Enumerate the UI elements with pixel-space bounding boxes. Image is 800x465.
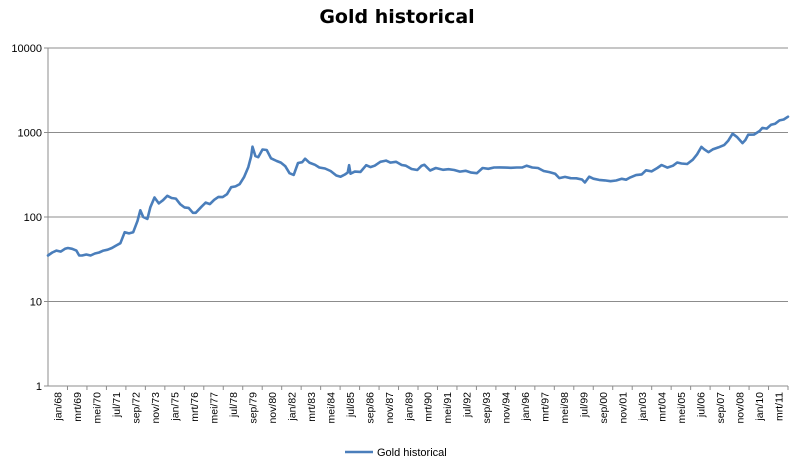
x-tick-label-jul-71: jul/71 bbox=[111, 392, 123, 418]
x-tick-label-mei-70: mei/70 bbox=[92, 392, 104, 424]
x-tick-label-jul-92: jul/92 bbox=[462, 392, 474, 418]
x-tick-label-sep-93: sep/93 bbox=[481, 392, 493, 424]
x-tick-label-jul-85: jul/85 bbox=[345, 392, 357, 418]
y-tick-label-1: 1 bbox=[36, 381, 42, 393]
series-line-gold-historical bbox=[46, 115, 790, 257]
x-tick-label-nov-87: nov/87 bbox=[384, 392, 396, 424]
x-tick-label-mrt-90: mrt/90 bbox=[423, 392, 435, 422]
x-tick-label-jan-10: jan/10 bbox=[754, 392, 766, 422]
x-tick-label-sep-00: sep/00 bbox=[598, 392, 610, 424]
legend: Gold historical bbox=[345, 447, 447, 459]
x-tick-label-jan-82: jan/82 bbox=[286, 392, 298, 422]
x-tick-label-mei-84: mei/84 bbox=[325, 392, 337, 424]
x-tick-label-nov-01: nov/01 bbox=[617, 392, 629, 424]
x-tick-label-nov-94: nov/94 bbox=[501, 392, 513, 424]
x-tick-label-jul-78: jul/78 bbox=[228, 392, 240, 418]
axes bbox=[47, 48, 789, 390]
legend-label: Gold historical bbox=[377, 447, 447, 459]
x-tick-label-mei-91: mei/91 bbox=[442, 392, 454, 424]
x-tick-label-jan-89: jan/89 bbox=[403, 392, 415, 422]
x-axis-tick-labels: jan/68 mrt/69 mei/70 jul/71 sep/72 nov/73 jan/… bbox=[53, 392, 786, 424]
x-tick-label-jul-99: jul/99 bbox=[579, 392, 591, 418]
x-tick-label-mrt-11: mrt/11 bbox=[773, 392, 785, 421]
x-tick-label-nov-80: nov/80 bbox=[267, 392, 279, 424]
x-tick-label-sep-79: sep/79 bbox=[247, 392, 259, 424]
x-tick-label-nov-08: nov/08 bbox=[734, 392, 746, 424]
y-tick-label-10: 10 bbox=[30, 297, 42, 309]
x-tick-label-mrt-69: mrt/69 bbox=[72, 392, 84, 422]
y-axis-tick-labels: 1 10 100 1000 10000 bbox=[11, 43, 42, 393]
y-tick-label-100: 100 bbox=[24, 212, 42, 224]
chart-title: Gold historical bbox=[319, 6, 474, 28]
x-tick-label-mrt-76: mrt/76 bbox=[189, 392, 201, 422]
x-tick-label-mei-77: mei/77 bbox=[209, 392, 221, 424]
x-tick-label-nov-73: nov/73 bbox=[150, 392, 162, 424]
x-tick-label-mei-05: mei/05 bbox=[676, 392, 688, 424]
y-tick-label-1000: 1000 bbox=[18, 128, 42, 140]
x-tick-label-jan-75: jan/75 bbox=[170, 392, 182, 422]
y-tick-label-10000: 10000 bbox=[11, 43, 42, 55]
x-tick-label-sep-86: sep/86 bbox=[364, 392, 376, 424]
x-tick-label-mrt-97: mrt/97 bbox=[540, 392, 552, 422]
x-tick-label-jul-06: jul/06 bbox=[695, 392, 707, 418]
x-tick-label-jan-96: jan/96 bbox=[520, 392, 532, 422]
x-tick-label-mrt-83: mrt/83 bbox=[306, 392, 318, 422]
x-tick-label-mrt-04: mrt/04 bbox=[656, 392, 668, 422]
x-tick-label-jan-03: jan/03 bbox=[637, 392, 649, 422]
x-tick-label-sep-72: sep/72 bbox=[131, 392, 143, 424]
x-tick-label-jan-68: jan/68 bbox=[53, 392, 65, 422]
x-tick-label-sep-07: sep/07 bbox=[715, 392, 727, 424]
x-tick-label-mei-98: mei/98 bbox=[559, 392, 571, 424]
